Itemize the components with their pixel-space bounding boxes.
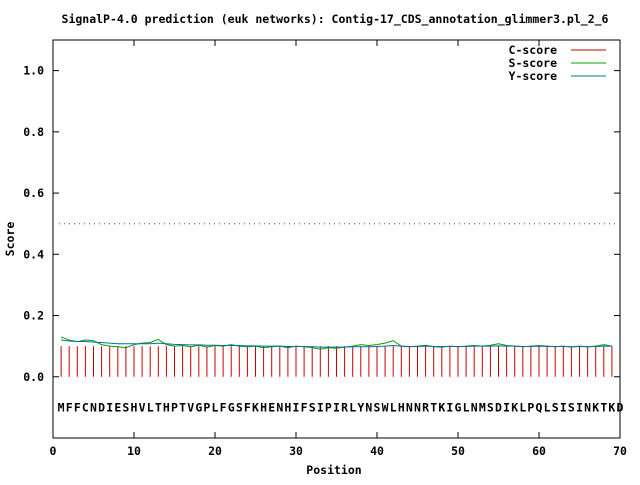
sequence-letter: L [147, 400, 154, 414]
sequence-letter: I [503, 400, 510, 414]
sequence-letter: H [284, 400, 291, 414]
sequence-letter: S [309, 400, 316, 414]
sequence-letter: N [406, 400, 413, 414]
sequence-letter: F [220, 400, 227, 414]
y-tick-label: 0.0 [23, 370, 44, 384]
sequence-letter: H [260, 400, 267, 414]
sequence-letter: K [438, 400, 445, 414]
sequence-letter: K [511, 400, 518, 414]
sequence-letter: G [228, 400, 235, 414]
x-tick-label: 30 [289, 444, 303, 458]
sequence-letter: F [301, 400, 308, 414]
sequence-letter: T [600, 400, 607, 414]
sequence-letter: L [544, 400, 551, 414]
sequence-letter: S [552, 400, 559, 414]
sequence-letter: L [519, 400, 526, 414]
sequence-letter: I [293, 400, 300, 414]
sequence-letter: F [74, 400, 81, 414]
sequence-letter: L [212, 400, 219, 414]
c-score-bars [60, 346, 613, 377]
sequence-letter: S [374, 400, 381, 414]
sequence-letter: P [203, 400, 210, 414]
sequence-letter: D [98, 400, 105, 414]
sequence-letter: P [171, 400, 178, 414]
plot-frame [52, 39, 621, 439]
sequence-letter: R [422, 400, 429, 414]
x-tick-label: 70 [613, 444, 627, 458]
sequence-letter: Y [357, 400, 364, 414]
sequence-letter: G [455, 400, 462, 414]
sequence-letter: I [446, 400, 453, 414]
sequence-letter: C [82, 400, 89, 414]
y-tick-label: 1.0 [23, 64, 44, 78]
sequence-letter: K [608, 400, 615, 414]
y-tick-label: 0.8 [23, 125, 44, 139]
sequence-letter: S [122, 400, 129, 414]
sequence-letter: V [187, 400, 194, 414]
x-tick-label: 50 [451, 444, 465, 458]
sequence-letter: L [463, 400, 470, 414]
sequence-letter: H [398, 400, 405, 414]
sequence-letter: N [471, 400, 478, 414]
sequence-letter: I [560, 400, 567, 414]
sequence-letter: K [592, 400, 599, 414]
sequence-letter: R [341, 400, 348, 414]
x-tick-label: 10 [127, 444, 141, 458]
sequence-letter: W [382, 400, 389, 414]
x-axis-ticks: 0 10 20 30 40 50 60 70 [50, 40, 627, 458]
y-tick-label: 0.6 [23, 186, 44, 200]
legend-label-s: S-score [509, 56, 558, 70]
y-axis-label: Score [3, 222, 17, 257]
sequence-letter: T [179, 400, 186, 414]
sequence-letter: P [325, 400, 332, 414]
sequence-letter: N [414, 400, 421, 414]
y-axis-ticks: 0.0 0.2 0.4 0.6 0.8 1.0 [23, 64, 620, 384]
sequence-letter: D [495, 400, 502, 414]
sequence-letter: N [276, 400, 283, 414]
sequence-letter: L [349, 400, 356, 414]
sequence-letter: L [390, 400, 397, 414]
sequence-letter: N [584, 400, 591, 414]
sequence-letter: S [568, 400, 575, 414]
sequence-letter: I [333, 400, 340, 414]
sequence-letter: T [430, 400, 437, 414]
sequence-letter: H [163, 400, 170, 414]
legend: C-score S-score Y-score [509, 43, 606, 83]
sequence-letter: K [252, 400, 259, 414]
sequence-letter: M [58, 400, 65, 414]
sequence-letter: P [527, 400, 534, 414]
sequence-letter: G [195, 400, 202, 414]
sequence-letter: D [617, 400, 624, 414]
x-tick-label: 0 [50, 444, 57, 458]
sequence-letter: N [90, 400, 97, 414]
sequence-letter: E [114, 400, 121, 414]
sequence-letter: N [365, 400, 372, 414]
sequence-letter: F [244, 400, 251, 414]
y-tick-label: 0.4 [23, 247, 44, 261]
x-tick-label: 20 [208, 444, 222, 458]
sequence-letter: H [131, 400, 138, 414]
sequence-letter: S [236, 400, 243, 414]
legend-label-y: Y-score [509, 69, 558, 83]
x-axis-label: Position [306, 463, 361, 477]
x-tick-label: 60 [532, 444, 546, 458]
sequence-letter: I [576, 400, 583, 414]
sequence-letter: V [139, 400, 146, 414]
sequence-letter: Q [536, 400, 543, 414]
x-tick-label: 40 [370, 444, 384, 458]
sequence-letter: E [268, 400, 275, 414]
y-score-polyline [61, 339, 612, 348]
sequence-letter: T [155, 400, 162, 414]
sequence-letter: M [479, 400, 486, 414]
sequence-letter: F [66, 400, 73, 414]
y-tick-label: 0.2 [23, 309, 44, 323]
sequence-letter: I [106, 400, 113, 414]
sequence-letter: S [487, 400, 494, 414]
chart-title: SignalP-4.0 prediction (euk networks): C… [62, 12, 609, 27]
legend-label-c: C-score [509, 43, 558, 57]
y-score-line [61, 339, 612, 348]
sequence-letter: I [317, 400, 324, 414]
